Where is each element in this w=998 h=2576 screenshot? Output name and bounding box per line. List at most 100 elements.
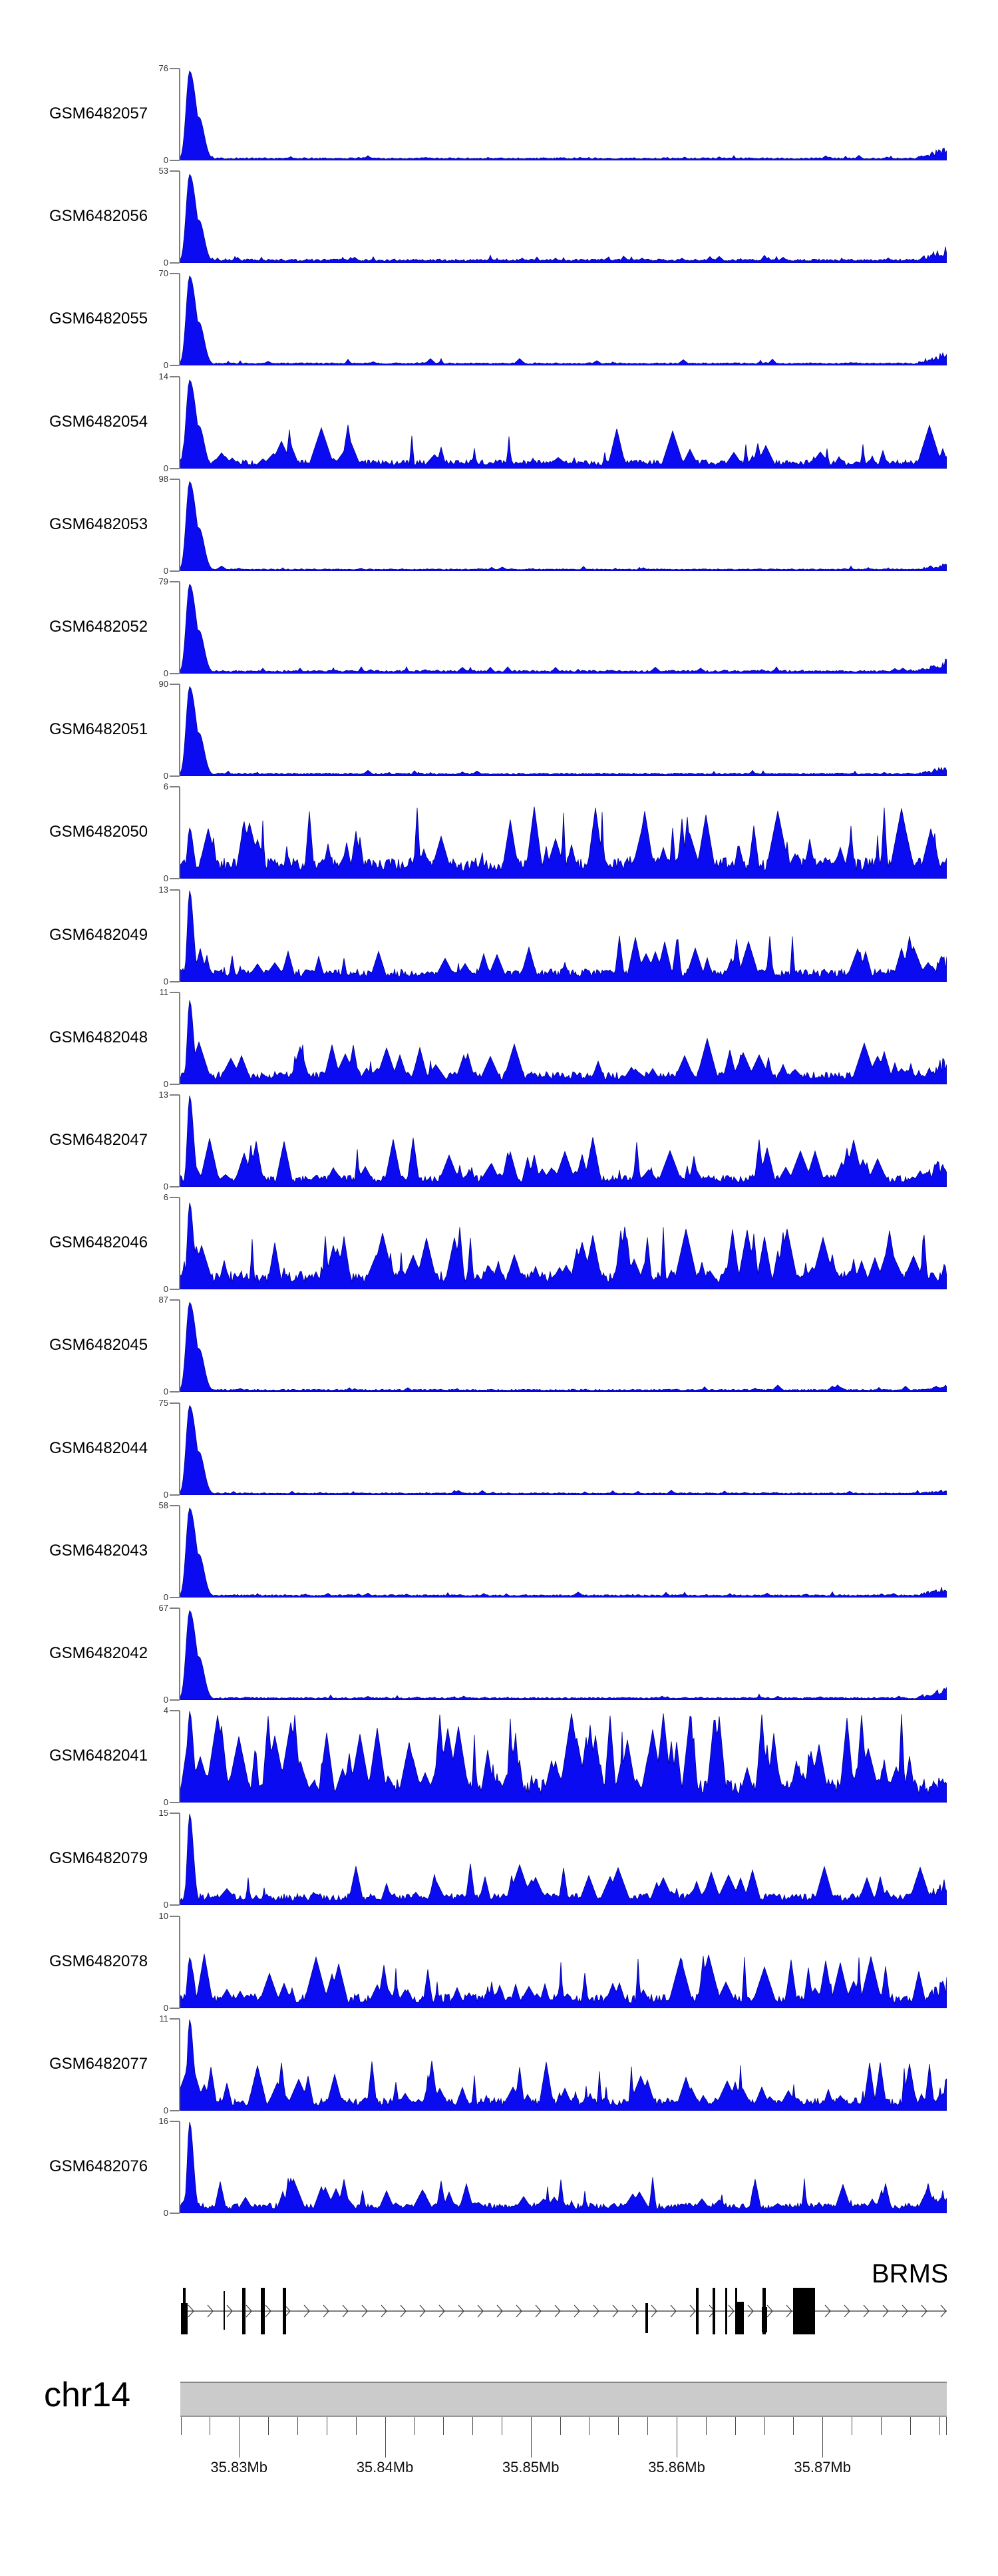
track-sample-label: GSM6482051 bbox=[49, 720, 148, 739]
coverage-signal-plot bbox=[180, 1507, 947, 1598]
track-y-axis-line bbox=[179, 1197, 180, 1290]
chromosome-range-bar bbox=[180, 2382, 947, 2417]
axis-minor-tick bbox=[414, 2417, 415, 2435]
axis-minor-tick bbox=[910, 2417, 911, 2435]
coverage-track-row: GSM6482050 6 0 bbox=[0, 781, 998, 883]
track-ymax-value: 87 bbox=[158, 1295, 168, 1305]
axis-minor-tick bbox=[764, 2417, 765, 2435]
coverage-area-path bbox=[180, 686, 947, 777]
track-y-axis-line bbox=[179, 274, 180, 366]
axis-minor-tick bbox=[180, 2417, 182, 2435]
track-sample-label: GSM6482045 bbox=[49, 1336, 148, 1355]
track-y-axis-bottom-tick bbox=[170, 1186, 180, 1187]
coverage-track-row: GSM6482048 11 0 bbox=[0, 987, 998, 1089]
track-ymin-value: 0 bbox=[163, 1592, 168, 1602]
track-y-axis-top-tick bbox=[170, 1197, 180, 1199]
track-ymax-value: 6 bbox=[163, 781, 168, 792]
track-y-axis-bottom-tick bbox=[170, 160, 180, 161]
coverage-signal-plot bbox=[180, 481, 947, 571]
track-y-axis-top-tick bbox=[170, 581, 180, 582]
coverage-track-row: GSM6482055 70 0 bbox=[0, 268, 998, 370]
track-y-axis-line bbox=[179, 582, 180, 674]
track-sample-label: GSM6482050 bbox=[49, 823, 148, 841]
track-sample-label: GSM6482057 bbox=[49, 105, 148, 122]
track-y-axis-top-tick bbox=[170, 786, 180, 788]
track-ymin-value: 0 bbox=[163, 668, 168, 678]
axis-minor-tick bbox=[268, 2417, 269, 2435]
coverage-area-path bbox=[180, 890, 947, 982]
track-sample-label: GSM6482044 bbox=[49, 1438, 148, 1457]
coverage-area-path bbox=[180, 1711, 947, 1803]
coverage-area-path bbox=[180, 1954, 947, 2008]
track-y-axis-bottom-tick bbox=[170, 673, 180, 674]
track-ymin-value: 0 bbox=[163, 873, 168, 884]
coverage-signal-plot bbox=[180, 890, 947, 982]
track-ymax-value: 13 bbox=[158, 884, 168, 895]
coverage-signal-plot bbox=[180, 1000, 947, 1084]
coverage-track-row: GSM6482078 10 0 bbox=[0, 1911, 998, 2013]
track-sample-label: GSM6482076 bbox=[49, 2157, 148, 2175]
track-ymin-value: 0 bbox=[163, 976, 168, 986]
track-ymin-value: 0 bbox=[163, 1489, 168, 1500]
track-ymin-value: 0 bbox=[163, 1900, 168, 1910]
coverage-track-row: GSM6482077 11 0 bbox=[0, 2014, 998, 2115]
coverage-track-row: GSM6482057 76 0 bbox=[0, 63, 998, 165]
track-y-axis-bottom-tick bbox=[170, 1494, 180, 1496]
coverage-track-row: GSM6482045 87 0 bbox=[0, 1295, 998, 1396]
coverage-area-path bbox=[180, 70, 947, 160]
track-ymin-value: 0 bbox=[163, 1387, 168, 1397]
coverage-signal-plot bbox=[180, 1954, 947, 2008]
track-sample-label: GSM6482078 bbox=[49, 1952, 148, 1970]
track-y-axis-top-tick bbox=[170, 1094, 180, 1096]
coverage-area-path bbox=[180, 174, 947, 264]
track-y-axis-line bbox=[179, 2018, 180, 2111]
axis-major-tick bbox=[822, 2417, 824, 2458]
track-sample-label: GSM6482049 bbox=[49, 925, 148, 944]
coverage-area-path bbox=[180, 807, 947, 879]
track-sample-label: GSM6482054 bbox=[49, 412, 148, 431]
coverage-track-row: GSM6482079 15 0 bbox=[0, 1808, 998, 1910]
track-ymax-value: 70 bbox=[158, 268, 168, 279]
axis-tick-label: 35.84Mb bbox=[356, 2459, 414, 2475]
track-y-axis-line bbox=[179, 1916, 180, 2008]
coverage-signal-plot bbox=[180, 1814, 947, 1906]
track-ymin-value: 0 bbox=[163, 2208, 168, 2218]
track-y-axis-line bbox=[179, 1505, 180, 1598]
track-ymax-value: 11 bbox=[159, 986, 169, 997]
track-y-axis-line bbox=[179, 171, 180, 264]
coverage-signal-plot bbox=[180, 276, 947, 366]
gene-exon-box bbox=[183, 2288, 186, 2334]
track-ymin-value: 0 bbox=[163, 771, 168, 781]
track-sample-label: GSM6482052 bbox=[49, 618, 148, 636]
coverage-signal-plot bbox=[180, 379, 947, 469]
coverage-area-path bbox=[180, 583, 947, 674]
track-y-axis-top-tick bbox=[170, 68, 180, 69]
gene-name-label: BRMS1L bbox=[872, 2260, 947, 2288]
track-y-axis-top-tick bbox=[170, 889, 180, 891]
coverage-area-path bbox=[180, 1202, 947, 1290]
track-ymax-value: 15 bbox=[158, 1808, 168, 1819]
coverage-area-path bbox=[180, 379, 947, 469]
track-y-axis-bottom-tick bbox=[170, 1289, 180, 1291]
coverage-signal-plot bbox=[180, 807, 947, 879]
track-ymax-value: 75 bbox=[158, 1397, 168, 1408]
track-y-axis-line bbox=[179, 2121, 180, 2213]
track-ymin-value: 0 bbox=[163, 565, 168, 576]
track-y-axis-top-tick bbox=[170, 375, 180, 377]
gene-exon-box bbox=[242, 2288, 246, 2334]
coverage-signal-plot bbox=[180, 70, 947, 160]
track-y-axis-top-tick bbox=[170, 170, 180, 172]
coverage-track-row: GSM6482054 14 0 bbox=[0, 371, 998, 473]
coverage-area-path bbox=[180, 1000, 947, 1084]
coverage-track-row: GSM6482046 6 0 bbox=[0, 1192, 998, 1294]
track-ymax-value: 14 bbox=[158, 371, 168, 381]
gene-exon-box bbox=[283, 2288, 286, 2334]
track-ymin-value: 0 bbox=[163, 1078, 168, 1089]
coverage-track-row: GSM6482047 13 0 bbox=[0, 1090, 998, 1191]
track-ymin-value: 0 bbox=[163, 2105, 168, 2115]
track-y-axis-bottom-tick bbox=[170, 2213, 180, 2214]
track-sample-label: GSM6482041 bbox=[49, 1747, 148, 1765]
track-y-axis-line bbox=[179, 889, 180, 982]
track-sample-label: GSM6482053 bbox=[49, 515, 148, 533]
